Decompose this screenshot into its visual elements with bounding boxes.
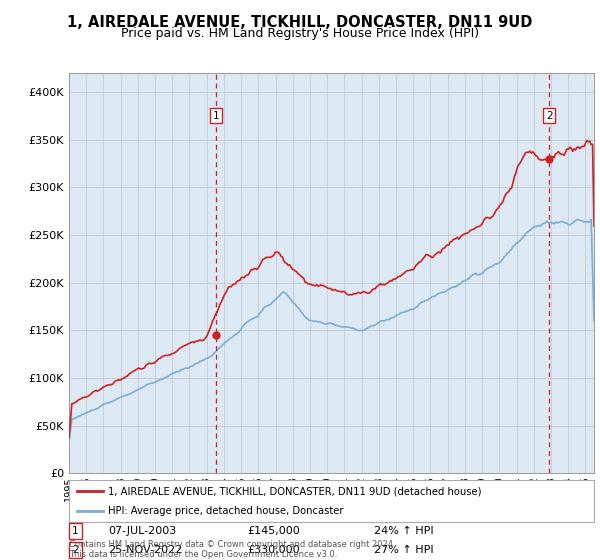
- Text: 2: 2: [546, 111, 553, 121]
- Text: 1, AIREDALE AVENUE, TICKHILL, DONCASTER, DN11 9UD: 1, AIREDALE AVENUE, TICKHILL, DONCASTER,…: [67, 15, 533, 30]
- Text: 27% ↑ HPI: 27% ↑ HPI: [373, 545, 433, 555]
- Text: £330,000: £330,000: [248, 545, 300, 555]
- Text: Contains HM Land Registry data © Crown copyright and database right 2024.
This d: Contains HM Land Registry data © Crown c…: [69, 540, 395, 559]
- Text: 24% ↑ HPI: 24% ↑ HPI: [373, 526, 433, 536]
- Text: HPI: Average price, detached house, Doncaster: HPI: Average price, detached house, Donc…: [109, 506, 344, 516]
- Text: 25-NOV-2022: 25-NOV-2022: [109, 545, 183, 555]
- Text: 1: 1: [212, 111, 219, 121]
- Text: 1: 1: [72, 526, 79, 536]
- Text: £145,000: £145,000: [248, 526, 300, 536]
- Text: 07-JUL-2003: 07-JUL-2003: [109, 526, 176, 536]
- Text: 2: 2: [72, 545, 79, 555]
- Text: Price paid vs. HM Land Registry's House Price Index (HPI): Price paid vs. HM Land Registry's House …: [121, 27, 479, 40]
- Text: 1, AIREDALE AVENUE, TICKHILL, DONCASTER, DN11 9UD (detached house): 1, AIREDALE AVENUE, TICKHILL, DONCASTER,…: [109, 486, 482, 496]
